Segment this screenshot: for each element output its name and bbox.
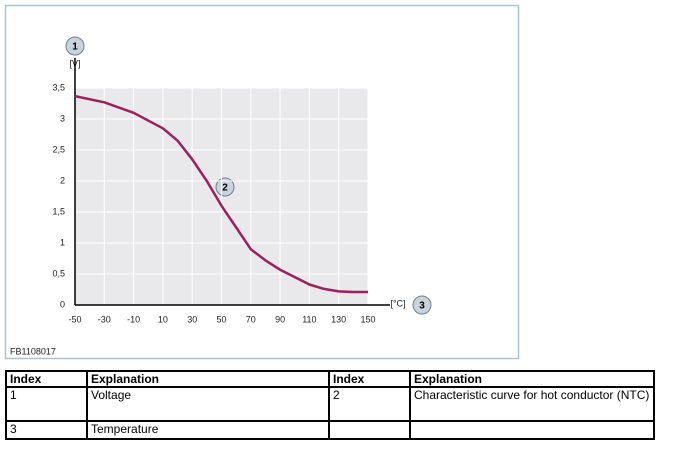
table-header-cell: Index — [328, 370, 411, 388]
y-tick-label: 3,5 — [52, 82, 65, 92]
table-cell: 3 — [5, 420, 88, 440]
y-tick-label: 0,5 — [52, 268, 65, 278]
x-axis-label: [°C] — [390, 298, 405, 308]
table-cell: Voltage — [86, 386, 330, 422]
callout-label: 2 — [222, 183, 228, 194]
x-tick-label: 150 — [360, 314, 375, 324]
x-tick-label: -30 — [98, 314, 111, 324]
data-line — [74, 94, 368, 294]
x-tick-label: 130 — [331, 314, 346, 324]
callout-label: 3 — [419, 301, 425, 312]
y-tick-label: 1 — [60, 237, 65, 247]
y-tick-label: 2 — [60, 175, 65, 185]
table-header-cell: Explanation — [86, 370, 330, 388]
table-cell — [409, 420, 655, 440]
table-header: Index Explanation Index Explanation — [5, 370, 655, 388]
table-header-cell: Explanation — [409, 370, 655, 388]
table-cell: Characteristic curve for hot conductor (… — [409, 386, 655, 422]
x-tick-label: 70 — [246, 314, 256, 324]
x-tick-label: 110 — [302, 314, 316, 324]
y-tick-label: 1,5 — [52, 206, 65, 216]
table-row: 3 Temperature — [5, 420, 655, 440]
x-tick-label: -50 — [68, 314, 81, 324]
callout-label: 1 — [72, 42, 78, 53]
figure: [V] [°C] FB1108017 1 2 3 00,511,522,533,… — [4, 4, 520, 360]
x-tick-label: 10 — [158, 314, 168, 324]
table-cell: Temperature — [86, 420, 330, 440]
x-tick-label: 30 — [187, 314, 197, 324]
callout-circle — [65, 36, 85, 56]
table-cell: 1 — [5, 386, 88, 422]
x-tick-label: 50 — [216, 314, 226, 324]
figure-id: FB1108017 — [10, 346, 56, 356]
callout-circle — [215, 177, 235, 197]
table-header-cell: Index — [5, 370, 88, 388]
table-cell: 2 — [328, 386, 411, 422]
x-tick-label: 90 — [275, 314, 285, 324]
table-body: 1 Voltage 2 Characteristic curve for hot co… — [5, 386, 655, 440]
explanation-table: Index Explanation Index Explanation 1 Voltag… — [5, 370, 655, 440]
y-tick-label: 0 — [60, 299, 65, 309]
y-tick-label: 2,5 — [52, 144, 65, 154]
table-row: 1 Voltage 2 Characteristic curve for hot co… — [5, 386, 655, 422]
callout-circle — [412, 295, 432, 315]
y-tick-label: 3 — [60, 113, 65, 123]
x-tick-label: -10 — [127, 314, 140, 324]
table-cell — [328, 420, 411, 440]
callout: 1 2 3 — [65, 36, 432, 315]
